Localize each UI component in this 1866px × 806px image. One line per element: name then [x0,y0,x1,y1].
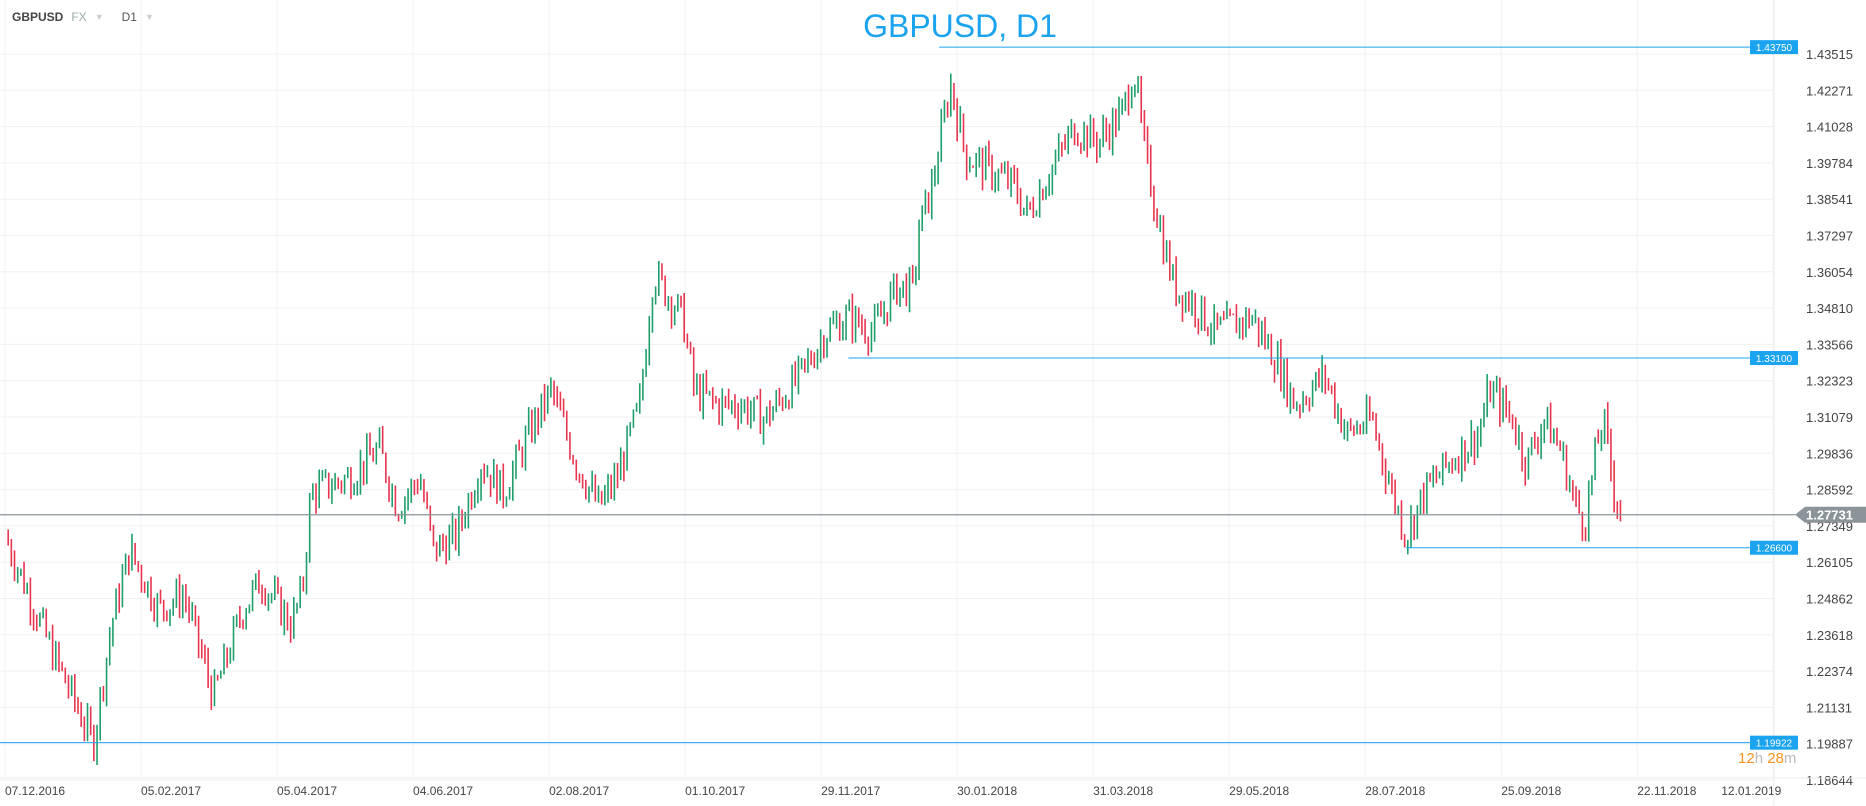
level-price-tag [1750,540,1798,555]
chart-title: GBPUSD, D1 [863,8,1057,44]
level-price-tag [1750,735,1798,750]
y-tick-label: 1.42271 [1806,83,1853,98]
market-selector[interactable]: FX [71,10,87,24]
y-tick-label: 1.19887 [1806,737,1853,752]
y-tick-label: 1.33566 [1806,337,1853,352]
level-price-label: 1.43750 [1756,43,1793,54]
level-price-label: 1.26600 [1756,544,1793,555]
x-tick-label: 07.12.2016 [5,784,65,798]
y-tick-label: 1.43515 [1806,47,1853,62]
y-tick-label: 1.18644 [1806,773,1853,788]
timer-hours: 12 [1738,750,1755,767]
chevron-down-icon[interactable]: ▼ [144,12,154,22]
chevron-down-icon[interactable]: ▼ [94,12,104,22]
candle-countdown: 12h 28m [1738,750,1796,767]
y-tick-label: 1.21131 [1806,700,1852,715]
x-tick-label: 01.10.2017 [685,784,745,798]
symbol-selector[interactable]: GBPUSD [12,10,64,24]
y-tick-label: 1.26105 [1806,555,1853,570]
level-price-tag [1750,40,1798,55]
level-price-tag [1750,351,1798,366]
x-tick-label: 28.07.2018 [1365,784,1425,798]
x-tick-label: 29.11.2017 [821,784,880,798]
x-tick-label: 30.01.2018 [957,784,1017,798]
y-tick-label: 1.31079 [1806,410,1853,425]
level-price-label: 1.33100 [1756,354,1793,365]
x-tick-label: 04.06.2017 [413,784,473,798]
symbol-header: GBPUSD FX ▼ D1 ▼ [12,10,154,24]
y-tick-label: 1.29836 [1806,446,1853,461]
timer-m: m [1783,750,1797,767]
y-tick-label: 1.22374 [1806,664,1853,679]
y-tick-label: 1.24862 [1806,591,1853,606]
y-tick-label: 1.37297 [1806,229,1853,244]
level-price-label: 1.19922 [1756,739,1793,750]
y-tick-label: 1.39784 [1806,156,1853,171]
x-tick-label: 05.02.2017 [141,784,201,798]
x-tick-label: 12.01.2019 [1721,784,1781,798]
current-price-tag [1795,506,1866,523]
x-tick-label: 25.09.2018 [1501,784,1561,798]
x-tick-label: 31.03.2018 [1093,784,1153,798]
timer-minutes: 28 [1767,750,1784,767]
x-tick-label: 02.08.2017 [549,784,609,798]
y-tick-label: 1.28592 [1806,483,1853,498]
y-tick-label: 1.34810 [1806,301,1853,316]
y-tick-label: 1.23618 [1806,628,1853,643]
y-tick-label: 1.38541 [1806,192,1853,207]
timeframe-selector[interactable]: D1 [121,10,137,24]
y-tick-label: 1.36054 [1806,265,1853,280]
x-tick-label: 29.05.2018 [1229,784,1289,798]
current-price-label: 1.27731 [1806,508,1853,523]
y-tick-label: 1.41028 [1806,120,1853,135]
timer-h: h [1754,750,1764,767]
x-tick-label: 22.11.2018 [1637,784,1696,798]
x-tick-label: 05.04.2017 [277,784,337,798]
y-tick-label: 1.32323 [1806,374,1853,389]
